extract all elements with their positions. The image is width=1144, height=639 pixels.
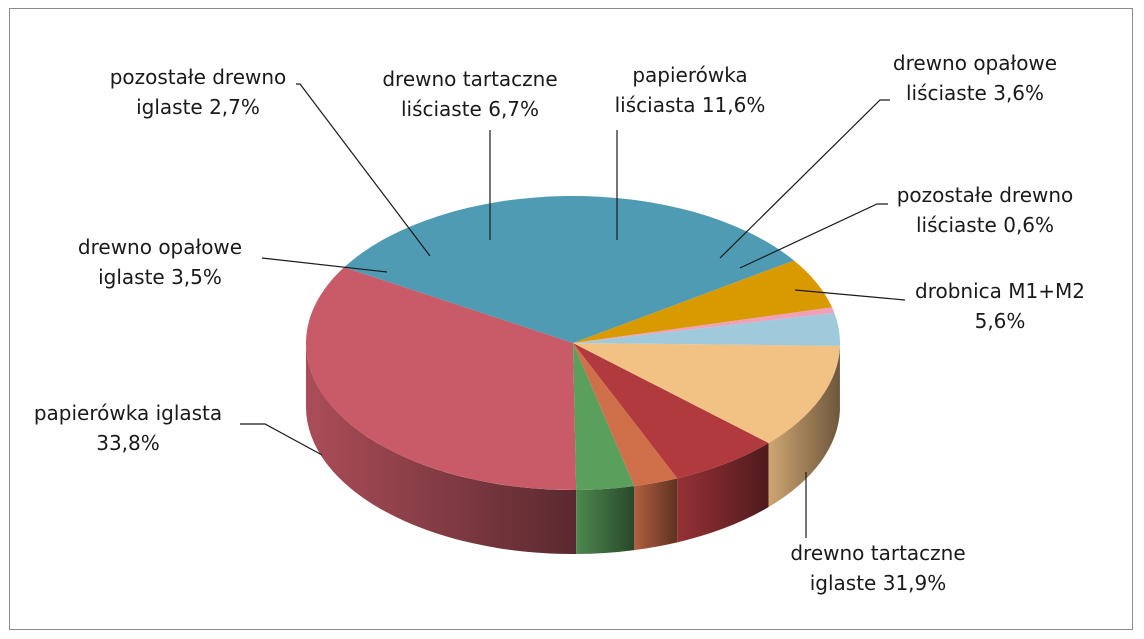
pie-side-4	[634, 478, 678, 551]
slice-0	[573, 260, 833, 343]
slice-5	[573, 343, 769, 479]
slice-3	[573, 343, 635, 490]
pie-side-2	[306, 343, 577, 554]
leader-line-3	[261, 257, 388, 273]
slice-6	[573, 343, 840, 444]
slice-label-7-line-1: liściaste 3,6%	[906, 81, 1044, 105]
slice-label-4-line-1: iglaste 2,7%	[136, 95, 260, 119]
slice-label-5-line-0: drewno tartaczne	[382, 67, 557, 91]
slice-label-1-line-1: iglaste 31,9%	[810, 571, 947, 595]
slice-label-7-line-0: drewno opałowe	[893, 51, 1057, 75]
slice-label-3-line-0: drewno opałowe	[78, 235, 242, 259]
slice-label-0-line-1: 5,6%	[975, 309, 1026, 333]
slice-1	[344, 195, 794, 343]
slice-label-5-line-1: liściaste 6,7%	[401, 97, 539, 121]
slice-label-6-line-0: papierówka	[632, 63, 747, 87]
slice-7	[573, 312, 840, 346]
slice-label-0-line-0: drobnica M1+M2	[915, 279, 1085, 303]
slice-label-6-line-1: liściasta 11,6%	[615, 93, 766, 117]
slice-label-4-line-0: pozostałe drewno	[110, 65, 287, 89]
slice-label-1-line-0: drewno tartaczne	[790, 541, 965, 565]
pie-side-6	[768, 345, 840, 508]
pie-side-5	[677, 443, 769, 543]
pie-labels: drobnica M1+M2 5,6% drewno tartaczne iglast…	[34, 51, 1085, 595]
leader-line-2	[240, 423, 323, 456]
leader-line-7	[719, 99, 890, 259]
pie-side-walls	[306, 343, 840, 554]
slice-label-3-line-1: iglaste 3,5%	[98, 265, 222, 289]
slice-label-2-line-0: papierówka iglasta	[34, 401, 222, 425]
slice-label-8-line-1: liściaste 0,6%	[916, 213, 1054, 237]
slice-8	[573, 307, 835, 343]
slice-2	[306, 267, 577, 491]
leader-line-8	[739, 203, 888, 269]
leader-line-0	[794, 289, 906, 301]
pie-top	[306, 195, 840, 491]
slice-4	[573, 343, 678, 487]
leader-line-4	[296, 83, 431, 257]
slice-label-2-line-1: 33,8%	[96, 431, 160, 455]
slice-label-8-line-0: pozostałe drewno	[897, 183, 1074, 207]
pie-side-3	[576, 486, 635, 554]
